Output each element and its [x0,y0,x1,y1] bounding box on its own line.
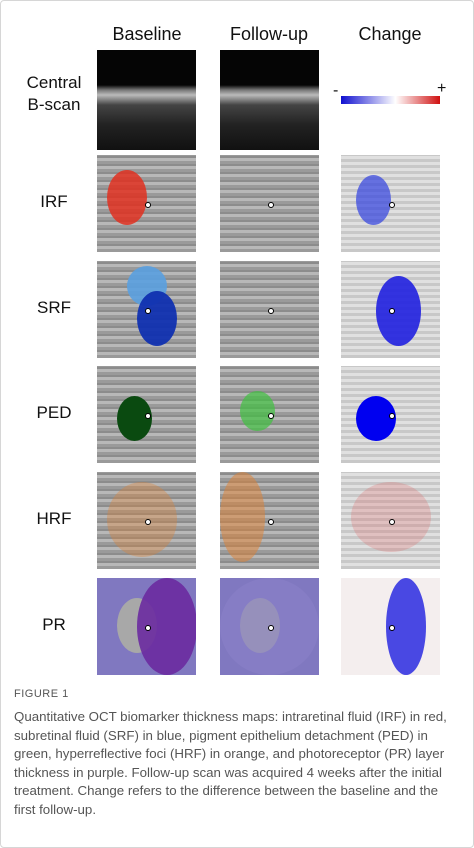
thickness-map [341,261,440,358]
figure-label: FIGURE 1 [14,688,69,700]
colorbar-max: + [437,80,447,97]
fovea-marker [268,308,274,314]
fovea-marker [145,202,151,208]
colorbar-min: - [333,82,339,99]
figure-caption: Quantitative OCT biomarker thickness map… [14,709,447,817]
thickness-map [220,261,319,358]
row-label: Central B-scan [26,73,82,114]
thickness-map [220,472,319,569]
biomarker-overlay [351,482,431,552]
fovea-marker [389,519,395,525]
fovea-marker [268,413,274,419]
b-scan-image [97,50,196,150]
thickness-map [341,366,440,463]
fovea-marker [145,625,151,631]
column-header: Follow-up [229,24,309,44]
thickness-map [97,472,196,569]
b-scan-image [220,50,319,150]
thickness-map [97,366,196,463]
thickness-map [341,472,440,569]
thickness-map [220,366,319,463]
fovea-marker [389,413,395,419]
fovea-marker [389,625,395,631]
colorbar [341,96,440,104]
fovea-marker [389,202,395,208]
row-label: HRF [36,509,72,528]
column-header: Change [358,24,422,44]
biomarker-overlay [137,291,177,346]
thickness-map [97,261,196,358]
biomarker-overlay [107,482,177,557]
fovea-marker [268,202,274,208]
thickness-map [341,578,440,675]
fovea-marker [268,625,274,631]
row-label: SRF [37,298,71,317]
biomarker-overlay [107,170,147,225]
thickness-map [97,155,196,252]
fovea-marker [145,519,151,525]
fovea-marker [145,308,151,314]
thickness-map [97,578,196,675]
row-label: PED [36,403,72,422]
biomarker-overlay [356,175,391,225]
thickness-map [220,578,319,675]
column-header: Baseline [112,24,182,44]
fovea-marker [145,413,151,419]
thickness-map [341,155,440,252]
fovea-marker [268,519,274,525]
row-label: PR [42,615,66,634]
biomarker-overlay [240,391,275,431]
biomarker-overlay [376,276,421,346]
biomarker-overlay [220,472,265,562]
fovea-marker [389,308,395,314]
row-label: IRF [40,192,68,211]
thickness-map [220,155,319,252]
biomarker-overlay [356,396,396,441]
